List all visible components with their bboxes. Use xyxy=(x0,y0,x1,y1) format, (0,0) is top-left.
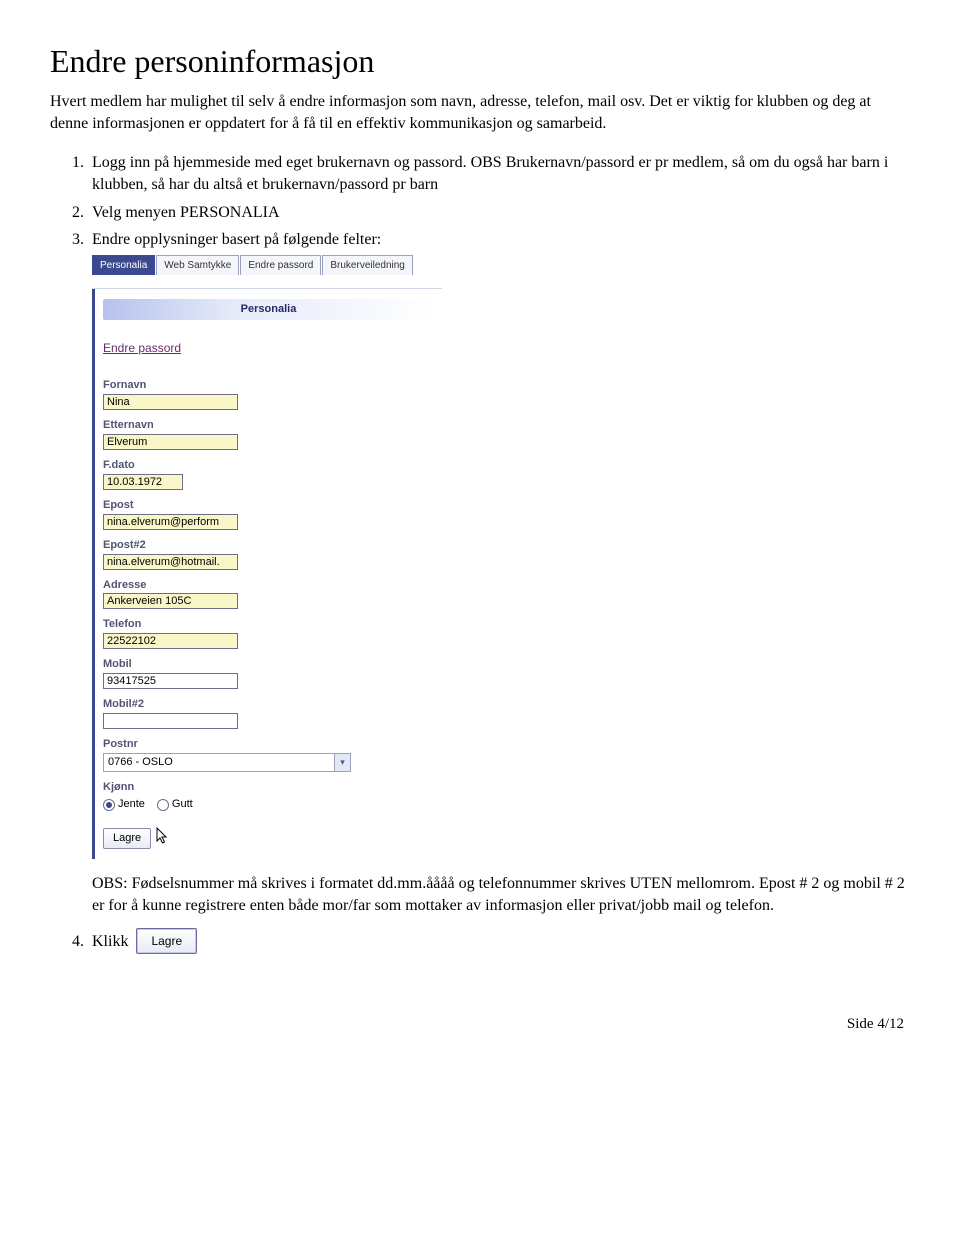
tab-endre-passord[interactable]: Endre passord xyxy=(240,255,321,276)
step-4-text: Klikk xyxy=(92,931,128,953)
input-fdato[interactable] xyxy=(103,474,183,490)
label-etternavn: Etternavn xyxy=(103,418,434,433)
cursor-icon xyxy=(156,827,170,850)
intro-text: Hvert medlem har mulighet til selv å end… xyxy=(50,91,910,134)
step-4: Klikk Lagre xyxy=(88,928,910,954)
input-fornavn[interactable] xyxy=(103,394,238,410)
save-button[interactable]: Lagre xyxy=(103,828,151,849)
label-epost2: Epost#2 xyxy=(103,538,434,553)
input-adresse[interactable] xyxy=(103,593,238,609)
label-kjonn: Kjønn xyxy=(103,780,434,795)
input-mobil2[interactable] xyxy=(103,713,238,729)
form-screenshot: Personalia Web Samtykke Endre passord Br… xyxy=(92,255,442,859)
radio-dot-icon xyxy=(157,799,169,811)
change-password-link[interactable]: Endre passord xyxy=(103,340,181,356)
page-footer: Side 4/12 xyxy=(50,1014,910,1034)
steps-list: Logg inn på hjemmeside med eget brukerna… xyxy=(50,152,910,954)
label-epost: Epost xyxy=(103,498,434,513)
step-3-text: Endre opplysninger basert på følgende fe… xyxy=(92,231,381,248)
label-telefon: Telefon xyxy=(103,617,434,632)
tab-web-samtykke[interactable]: Web Samtykke xyxy=(156,255,239,276)
tab-bar: Personalia Web Samtykke Endre passord Br… xyxy=(92,255,442,276)
obs-note: OBS: Fødselsnummer må skrives i formatet… xyxy=(92,873,910,916)
save-button-inline[interactable]: Lagre xyxy=(136,928,197,954)
step-3: Endre opplysninger basert på følgende fe… xyxy=(88,229,910,916)
label-postnr: Postnr xyxy=(103,737,434,752)
radio-gutt[interactable]: Gutt xyxy=(157,797,193,812)
input-telefon[interactable] xyxy=(103,633,238,649)
radio-jente-label: Jente xyxy=(118,797,145,812)
radio-jente[interactable]: Jente xyxy=(103,797,145,812)
input-epost[interactable] xyxy=(103,514,238,530)
select-postnr-value: 0766 - OSLO xyxy=(104,754,334,771)
tab-brukerveiledning[interactable]: Brukerveiledning xyxy=(322,255,413,276)
radio-gutt-label: Gutt xyxy=(172,797,193,812)
input-epost2[interactable] xyxy=(103,554,238,570)
input-mobil[interactable] xyxy=(103,673,238,689)
label-adresse: Adresse xyxy=(103,578,434,593)
step-2: Velg menyen PERSONALIA xyxy=(88,202,910,224)
radio-dot-icon xyxy=(103,799,115,811)
select-postnr[interactable]: 0766 - OSLO ▾ xyxy=(103,753,351,772)
step-1: Logg inn på hjemmeside med eget brukerna… xyxy=(88,152,910,195)
label-mobil2: Mobil#2 xyxy=(103,697,434,712)
section-header: Personalia xyxy=(103,299,434,320)
input-etternavn[interactable] xyxy=(103,434,238,450)
tab-personalia[interactable]: Personalia xyxy=(92,255,155,276)
page-title: Endre personinformasjon xyxy=(50,40,910,83)
label-mobil: Mobil xyxy=(103,657,434,672)
label-fdato: F.dato xyxy=(103,458,434,473)
label-fornavn: Fornavn xyxy=(103,378,434,393)
chevron-down-icon: ▾ xyxy=(334,754,350,771)
